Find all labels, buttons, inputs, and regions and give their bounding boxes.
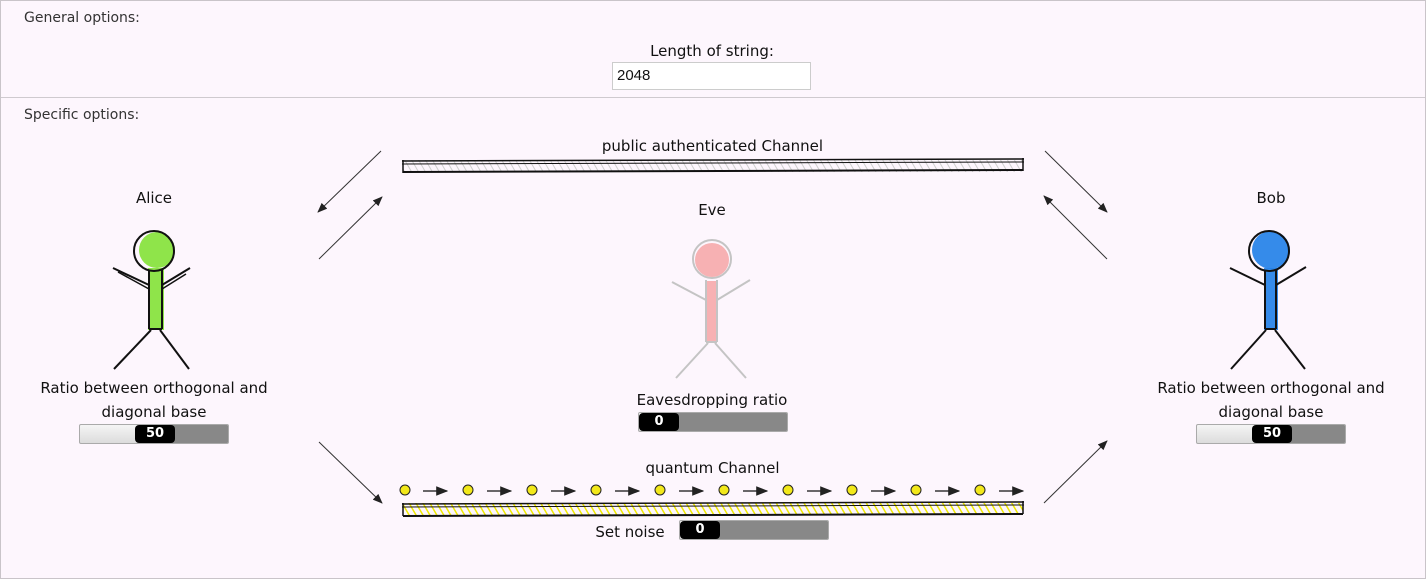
photon <box>782 484 794 496</box>
eve-eavesdrop-slider-fill <box>659 413 787 431</box>
bob-ratio-slider[interactable]: 50 <box>1196 424 1346 444</box>
public-channel-label: public authenticated Channel <box>601 137 824 155</box>
quantum-channel-bar <box>401 501 1025 517</box>
eve-eavesdrop-slider-thumb[interactable]: 0 <box>639 413 679 431</box>
noise-slider-fill <box>700 521 828 539</box>
alice-name: Alice <box>135 189 173 207</box>
alice-figure <box>112 230 191 370</box>
alice-ratio-label-2: diagonal base <box>101 403 207 421</box>
section-divider <box>1 97 1425 98</box>
arrow-public-to-bob <box>1044 150 1108 213</box>
specific-options-title: Specific options: <box>24 107 140 123</box>
bob-ratio-label-2: diagonal base <box>1218 403 1324 421</box>
arrow-public-to-alice <box>317 150 382 213</box>
photon <box>910 484 922 496</box>
bob-ratio-label-1: Ratio between orthogonal and <box>1157 379 1385 397</box>
photon <box>526 484 538 496</box>
noise-slider-thumb[interactable]: 0 <box>680 521 720 539</box>
length-label: Length of string: <box>650 42 774 60</box>
noise-slider[interactable]: 0 <box>679 520 829 540</box>
photon <box>718 484 730 496</box>
arrow-alice-to-public <box>318 196 383 260</box>
eve-figure <box>671 239 751 379</box>
photon <box>846 484 858 496</box>
bob-name: Bob <box>1256 189 1286 207</box>
photon-stream <box>399 484 1025 496</box>
alice-ratio-slider[interactable]: 50 <box>79 424 229 444</box>
photon <box>462 484 474 496</box>
photon <box>654 484 666 496</box>
arrow-bob-to-public <box>1043 195 1108 260</box>
arrow-quantum-to-bob <box>1043 440 1108 504</box>
public-channel-bar <box>401 158 1025 173</box>
eve-eavesdrop-label: Eavesdropping ratio <box>636 391 788 409</box>
photon <box>399 484 411 496</box>
alice-ratio-slider-thumb[interactable]: 50 <box>135 425 175 443</box>
alice-ratio-label-1: Ratio between orthogonal and <box>40 379 268 397</box>
eve-eavesdrop-slider[interactable]: 0 <box>638 412 788 432</box>
length-input[interactable]: 2048 <box>612 62 811 90</box>
photon <box>590 484 602 496</box>
noise-label: Set noise <box>595 523 665 541</box>
general-options-title: General options: <box>24 10 140 26</box>
bob-ratio-slider-thumb[interactable]: 50 <box>1252 425 1292 443</box>
quantum-channel-label: quantum Channel <box>645 459 780 477</box>
photon <box>974 484 986 496</box>
arrow-alice-to-quantum <box>318 441 383 504</box>
eve-name: Eve <box>698 201 726 219</box>
bob-figure <box>1229 230 1307 370</box>
